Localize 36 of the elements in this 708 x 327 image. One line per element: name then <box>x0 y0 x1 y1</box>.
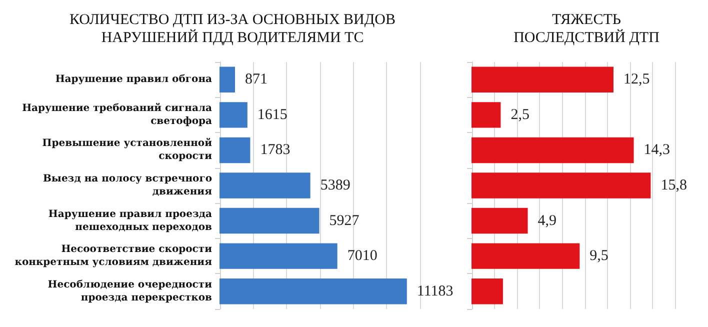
y-tick-label: Нарушение требований сигнала светофора <box>22 102 213 127</box>
bar <box>220 102 248 128</box>
bar <box>472 208 528 234</box>
data-label: 871 <box>245 72 268 88</box>
data-label: 4,9 <box>538 212 557 229</box>
data-label: 5927 <box>329 212 360 229</box>
y-tick-label: Несоблюдение очередности проезда перекрестков <box>48 279 213 304</box>
data-label: 9,5 <box>590 248 608 264</box>
bar <box>220 278 407 304</box>
bar <box>472 172 651 198</box>
chart-title: ТЯЖЕСТЬ ПОСЛЕДСТВИЙ ДТП <box>514 12 660 46</box>
y-tick-label: Нарушение правил проезда пешеходных переходов <box>48 208 213 233</box>
bar <box>472 137 634 164</box>
bar <box>220 172 310 198</box>
bar <box>472 243 580 269</box>
data-label: 15,8 <box>660 178 687 194</box>
y-tick-label: Превышение установленной скорости <box>42 137 213 162</box>
data-label: 2,5 <box>510 106 530 123</box>
bar <box>220 137 250 164</box>
data-label: 14,3 <box>644 142 670 158</box>
y-tick-label: Несоответствие скорости конкретным условиям движения <box>14 244 213 268</box>
data-label: 11183 <box>416 283 454 300</box>
y-tick-label: Выезд на полосу встречного движения <box>42 174 213 198</box>
bar <box>472 102 501 128</box>
data-label: 1615 <box>257 106 288 123</box>
bar <box>472 278 503 304</box>
bar <box>220 243 338 269</box>
y-tick-label: Нарушение правил обгона <box>55 74 213 86</box>
data-label: 12,5 <box>623 72 650 88</box>
data-label: 7010 <box>347 248 378 264</box>
chart-title: КОЛИЧЕСТВО ДТП ИЗ-ЗА ОСНОВНЫХ ВИДОВ НАРУШЕНИЙ ПДД ВОДИТЕЛЯМИ ТС <box>70 12 396 46</box>
data-label: 5389 <box>320 178 350 194</box>
data-label: 1783 <box>260 142 290 158</box>
bar <box>220 66 236 92</box>
bar <box>220 208 320 234</box>
bar <box>472 66 614 92</box>
